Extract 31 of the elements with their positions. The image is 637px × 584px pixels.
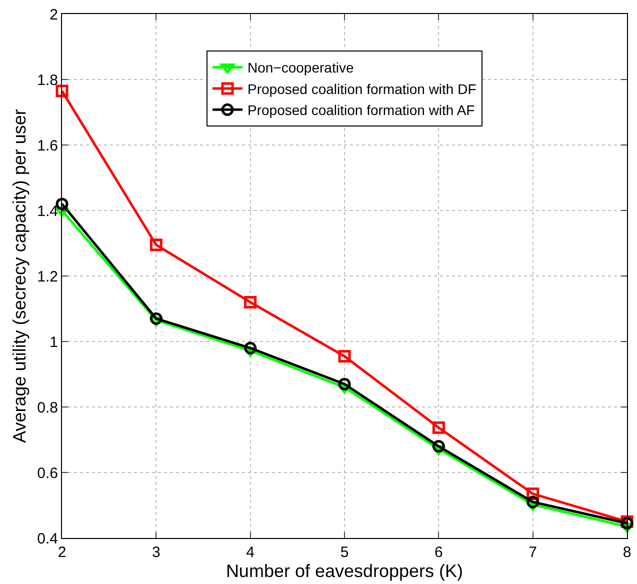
point: [244, 342, 257, 354]
y-tick-label: 1: [50, 334, 58, 351]
point: [56, 84, 68, 98]
x-tick-label: 8: [622, 544, 632, 561]
point: [526, 496, 540, 508]
x-tick-label: 4: [246, 544, 254, 561]
point: [338, 378, 351, 390]
legend-label: Non−cooperative: [248, 60, 354, 76]
y-tick-label: 0.8: [37, 399, 58, 416]
y-tick-label: 0.4: [37, 530, 58, 548]
x-tick-label: 5: [340, 544, 349, 561]
y-tick-label: 1.4: [37, 202, 58, 220]
y-tick-label: 1.6: [37, 137, 58, 154]
y-axis-title: Average utility (secrecy capacity) per user: [9, 109, 30, 443]
x-axis-title: Number of eavesdroppers (K): [226, 561, 464, 582]
point: [56, 198, 68, 210]
x-tick-label: 7: [528, 544, 537, 561]
legend-label: Proposed coalition formation with DF: [248, 80, 476, 97]
legend-label: Proposed coalition formation with AF: [248, 102, 475, 118]
point: [432, 440, 445, 453]
point: [432, 421, 445, 434]
point: [244, 296, 257, 308]
y-tick-label: 1.8: [37, 72, 58, 89]
point: [150, 238, 162, 252]
point: [150, 312, 162, 325]
y-tick-label: 0.6: [37, 464, 58, 482]
y-tick-label: 2: [50, 6, 58, 24]
y-tick-label: 1.2: [37, 268, 58, 286]
point: [338, 350, 351, 362]
x-tick-label: 3: [152, 544, 160, 561]
x-tick-label: 6: [434, 544, 443, 561]
